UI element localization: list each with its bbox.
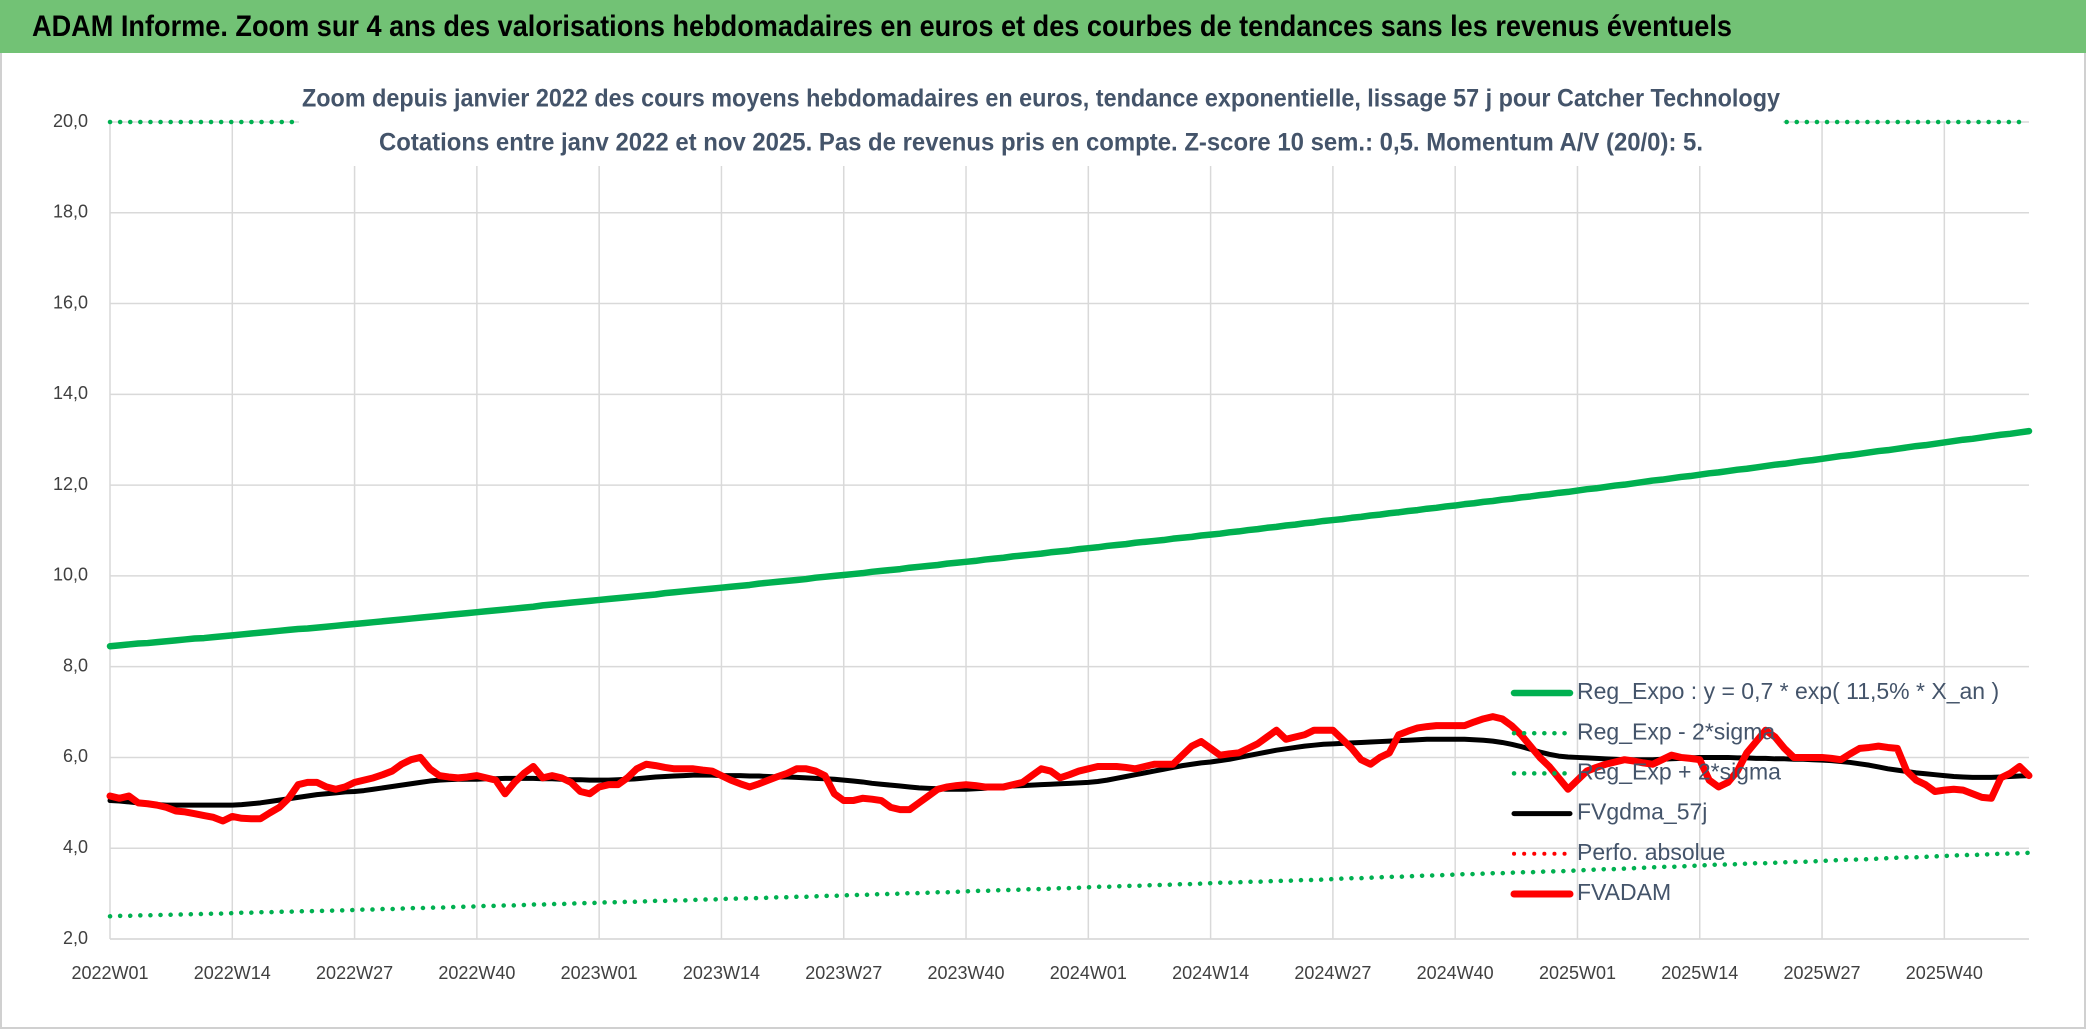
x-tick-label: 2023W01 [561, 963, 638, 983]
x-tick-label: 2024W40 [1417, 963, 1494, 983]
plot-area: 2,0 4,0 6,0 8,0 10,0 12,0 14,0 16,0 18,0 20,0 2022… [53, 111, 2033, 983]
legend: Reg_Expo : y = 0,7 * exp( 11,5% * X_an )… [1510, 678, 1999, 905]
y-tick-label: 8,0 [63, 655, 88, 675]
x-tick-label: 2022W01 [71, 963, 148, 983]
title-bar [0, 0, 2086, 53]
legend-label: FVgdma_57j [1577, 799, 1707, 825]
subtitle: Cotations entre janv 2022 et nov 2025. P… [379, 129, 1703, 157]
legend-label: FVADAM [1577, 879, 1671, 905]
y-tick-label: 16,0 [53, 292, 88, 312]
subtitle-box [299, 78, 1783, 166]
legend-label: Reg_Exp - 2*sigma [1577, 718, 1775, 744]
legend-label: Reg_Expo : y = 0,7 * exp( 11,5% * X_an ) [1577, 678, 1999, 704]
legend-label: Perfo. absolue [1577, 839, 1725, 865]
y-tick-label: 10,0 [53, 565, 88, 585]
x-tick-label: 2022W27 [316, 963, 393, 983]
x-tick-label: 2025W27 [1784, 963, 1861, 983]
series-line [106, 713, 2033, 825]
x-tick-label: 2024W01 [1050, 963, 1127, 983]
y-tick-label: 4,0 [63, 837, 88, 857]
x-tick-label: 2023W40 [927, 963, 1004, 983]
x-tick-label: 2024W14 [1172, 963, 1249, 983]
y-tick-label: 20,0 [53, 111, 88, 131]
y-tick-label: 12,0 [53, 474, 88, 494]
x-tick-label: 2023W14 [683, 963, 760, 983]
series-line [107, 850, 2032, 919]
x-tick-label: 2024W27 [1294, 963, 1371, 983]
y-tick-label: 6,0 [63, 746, 88, 766]
x-tick-label: 2022W14 [194, 963, 271, 983]
x-tick-label: 2023W27 [805, 963, 882, 983]
y-tick-label: 18,0 [53, 202, 88, 222]
y-tick-label: 2,0 [63, 928, 88, 948]
subtitle: Zoom depuis janvier 2022 des cours moyen… [302, 85, 1780, 113]
chart-frame [0, 51, 2086, 1029]
x-tick-label: 2025W40 [1906, 963, 1983, 983]
legend-label: Reg_Exp + 2*sigma [1577, 758, 1781, 784]
x-tick-label: 2025W14 [1661, 963, 1738, 983]
chart-title: ADAM Informe. Zoom sur 4 ans des valoris… [32, 10, 1732, 43]
series-line [107, 736, 2032, 808]
y-tick-label: 14,0 [53, 383, 88, 403]
x-tick-label: 2025W01 [1539, 963, 1616, 983]
series-line [106, 427, 2033, 650]
x-tick-label: 2022W40 [438, 963, 515, 983]
